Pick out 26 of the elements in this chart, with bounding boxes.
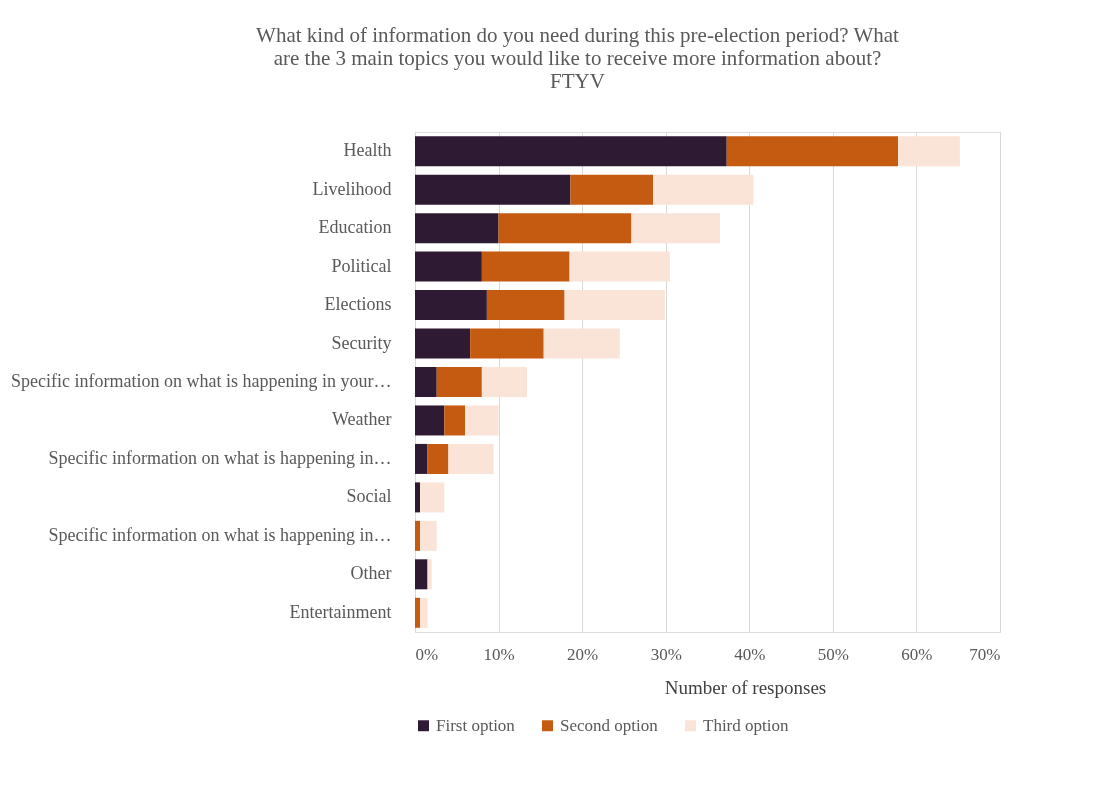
legend-label: Third option [703,715,789,735]
x-tick-label: 40% [734,644,766,664]
x-tick-label: 0% [415,644,439,664]
y-tick-label: Weather [331,409,392,430]
y-tick-label: Education [318,217,392,238]
x-tick-label: 70% [969,644,1001,664]
y-tick-label: Livelihood [312,178,392,199]
y-tick-label: Other [350,563,392,584]
y-tick-label: Social [346,486,392,507]
y-tick-label: Specific information on what is happening in… [48,447,392,468]
y-tick-label: Elections [324,294,392,315]
x-tick-label: 20% [567,644,599,664]
legend-label: First option [436,715,516,735]
x-axis-title: Number of responses [664,676,827,698]
y-tick-label: Political [331,255,392,276]
y-tick-label: Security [331,332,392,353]
x-tick-label: 60% [901,644,933,664]
x-tick-label: 10% [483,644,515,664]
y-tick-label: Entertainment [289,601,392,622]
chart-title: What kind of information do you need during this pre-election period? What are the 3 main topics you would like to receive more information about? FTYV [256,23,900,93]
y-tick-label: Specific information on what is happening in your… [11,371,392,391]
x-tick-label: 30% [650,644,682,664]
legend-label: Second option [560,715,659,735]
x-tick-label: 50% [817,644,849,664]
y-tick-label: Health [343,140,392,161]
y-tick-label: Specific information on what is happening in… [48,524,392,545]
